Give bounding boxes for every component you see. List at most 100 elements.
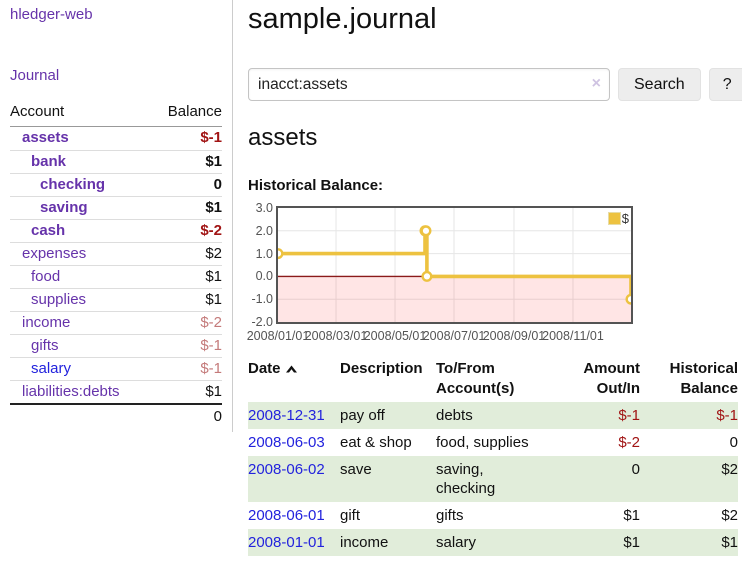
accounts-tree-header: Account Balance xyxy=(10,100,222,127)
page-title: sample.journal xyxy=(248,3,437,35)
account-row: bank $1 xyxy=(10,150,222,173)
account-row: assets $-1 xyxy=(10,127,222,150)
register-description-cell: save xyxy=(340,461,372,478)
account-link[interactable]: income xyxy=(22,314,71,331)
register-row: 2008-06-01 gift gifts $1 $2 xyxy=(248,502,738,529)
chevron-up-icon xyxy=(285,359,298,379)
account-link[interactable]: gifts xyxy=(31,337,59,354)
accounts-total: 0 xyxy=(10,403,222,427)
app-title-link[interactable]: hledger-web xyxy=(10,6,93,23)
account-link[interactable]: saving xyxy=(40,199,88,216)
account-balance: $1 xyxy=(205,268,222,285)
account-link[interactable]: supplies xyxy=(31,291,87,308)
account-link[interactable]: bank xyxy=(31,153,67,170)
account-row: liabilities:debts $1 xyxy=(10,380,222,403)
register-balance-cell: 0 xyxy=(729,434,738,451)
register-date-cell: 2008-06-01 xyxy=(248,502,340,529)
transaction-date-link[interactable]: 2008-12-31 xyxy=(248,407,325,424)
accounts-tree-rows: assets $-1 bank $1 checking 0 saving $1 cash $-2 e… xyxy=(10,127,222,403)
register-balance-cell: $1 xyxy=(721,534,738,551)
sidebar-item-journal[interactable]: Journal xyxy=(10,67,60,84)
register-row: 2008-06-02 save saving, checking 0 $2 xyxy=(248,456,738,502)
search-form: × Search ? xyxy=(248,68,742,101)
register-accounts-cell: debts xyxy=(436,407,473,424)
account-balance: 0 xyxy=(213,176,222,193)
account-link[interactable]: cash xyxy=(31,222,66,239)
y-axis-tick-label: 1.0 xyxy=(255,246,273,261)
search-input[interactable] xyxy=(248,68,610,101)
y-axis-tick-label: 2.0 xyxy=(255,223,273,238)
column-header-accounts: To/From Account(s) xyxy=(436,360,515,397)
x-axis-tick-label: 2008/11/01 xyxy=(542,329,604,343)
register-row: 2008-12-31 pay off debts $-1 $-1 xyxy=(248,402,738,429)
x-axis-tick-label: 2008/07/01 xyxy=(422,329,486,343)
register-accounts-cell: food, supplies xyxy=(436,434,529,451)
register-row: 2008-06-03 eat & shop food, supplies $-2 0 xyxy=(248,429,738,456)
register-balance-cell: $2 xyxy=(721,461,738,478)
column-header-balance: Historical Balance xyxy=(669,360,738,397)
x-axis-tick-label: 2008/01/01 xyxy=(246,329,310,343)
account-link[interactable]: salary xyxy=(31,360,72,377)
account-row: food $1 xyxy=(10,265,222,288)
clear-search-icon[interactable]: × xyxy=(591,75,601,92)
y-axis-tick-label: 3.0 xyxy=(255,201,273,215)
account-row: saving $1 xyxy=(10,196,222,219)
search-input-wrap: × xyxy=(248,68,610,101)
legend-label: $ xyxy=(621,211,629,226)
account-balance: $2 xyxy=(205,245,222,262)
account-balance: $-2 xyxy=(200,314,222,331)
account-row: expenses $2 xyxy=(10,242,222,265)
register-description-cell: income xyxy=(340,534,389,551)
account-link[interactable]: food xyxy=(31,268,61,285)
search-help-button[interactable]: ? xyxy=(708,68,742,101)
historical-balance-chart: 3.0 2.0 1.0 0.0 -1.0 -2.0 $ 2008/01/01 2008/03… xyxy=(246,201,740,345)
transaction-date-link[interactable]: 2008-06-03 xyxy=(248,434,325,451)
search-button[interactable]: Search xyxy=(618,68,701,101)
sidebar: hledger-web Journal Account Balance asse… xyxy=(0,0,233,432)
account-row: salary $-1 xyxy=(10,357,222,380)
account-link[interactable]: liabilities:debts xyxy=(22,383,120,400)
register-amount-cell: 0 xyxy=(631,461,640,478)
account-row: checking 0 xyxy=(10,173,222,196)
register-amount-cell: $-2 xyxy=(618,434,640,451)
register-date-cell: 2008-06-03 xyxy=(248,429,340,456)
account-balance: $-1 xyxy=(200,337,222,354)
account-balance: $-1 xyxy=(200,360,222,377)
account-balance: $1 xyxy=(205,199,222,216)
x-axis-tick-label: 2008/09/01 xyxy=(482,329,546,343)
account-link[interactable]: checking xyxy=(40,176,106,193)
main-content: sample.journal × Search ? assets Histori… xyxy=(246,0,742,556)
register-row: 2008-01-01 income salary $1 $1 xyxy=(248,529,738,556)
register-accounts-cell: gifts xyxy=(436,507,464,524)
transaction-date-link[interactable]: 2008-06-02 xyxy=(248,461,325,478)
account-link[interactable]: expenses xyxy=(22,245,87,262)
chart-canvas xyxy=(278,208,631,322)
column-header-amount: Amount Out/In xyxy=(583,360,640,397)
y-axis-tick-label: 0.0 xyxy=(255,269,273,284)
account-balance: $1 xyxy=(205,383,222,400)
transaction-date-link[interactable]: 2008-01-01 xyxy=(248,534,325,551)
account-heading: assets xyxy=(248,124,318,151)
register-amount-cell: $-1 xyxy=(618,407,640,424)
transaction-date-link[interactable]: 2008-06-01 xyxy=(248,507,325,524)
register-description-cell: eat & shop xyxy=(340,434,412,451)
register-header-row: Date Description To/From Account(s) Amou… xyxy=(248,359,738,402)
register-description-cell: pay off xyxy=(340,407,385,424)
account-balance: $-2 xyxy=(200,222,222,239)
register-table: Date Description To/From Account(s) Amou… xyxy=(248,359,738,556)
account-row: gifts $-1 xyxy=(10,334,222,357)
accounts-tree: Account Balance assets $-1 bank $1 checking 0… xyxy=(10,100,222,427)
register-description-cell: gift xyxy=(340,507,361,524)
column-header-date[interactable]: Date xyxy=(248,359,340,402)
account-row: supplies $1 xyxy=(10,288,222,311)
register-accounts-cell: salary xyxy=(436,534,477,551)
y-axis-tick-label: -1.0 xyxy=(251,292,273,307)
account-link[interactable]: assets xyxy=(22,129,69,146)
account-row: cash $-2 xyxy=(10,219,222,242)
date-header-label: Date xyxy=(248,360,281,377)
register-accounts-cell: saving, checking xyxy=(436,461,496,497)
account-balance: $-1 xyxy=(200,129,222,146)
register-amount-cell: $1 xyxy=(623,534,640,551)
x-axis-tick-label: 2008/03/01 xyxy=(304,329,368,343)
